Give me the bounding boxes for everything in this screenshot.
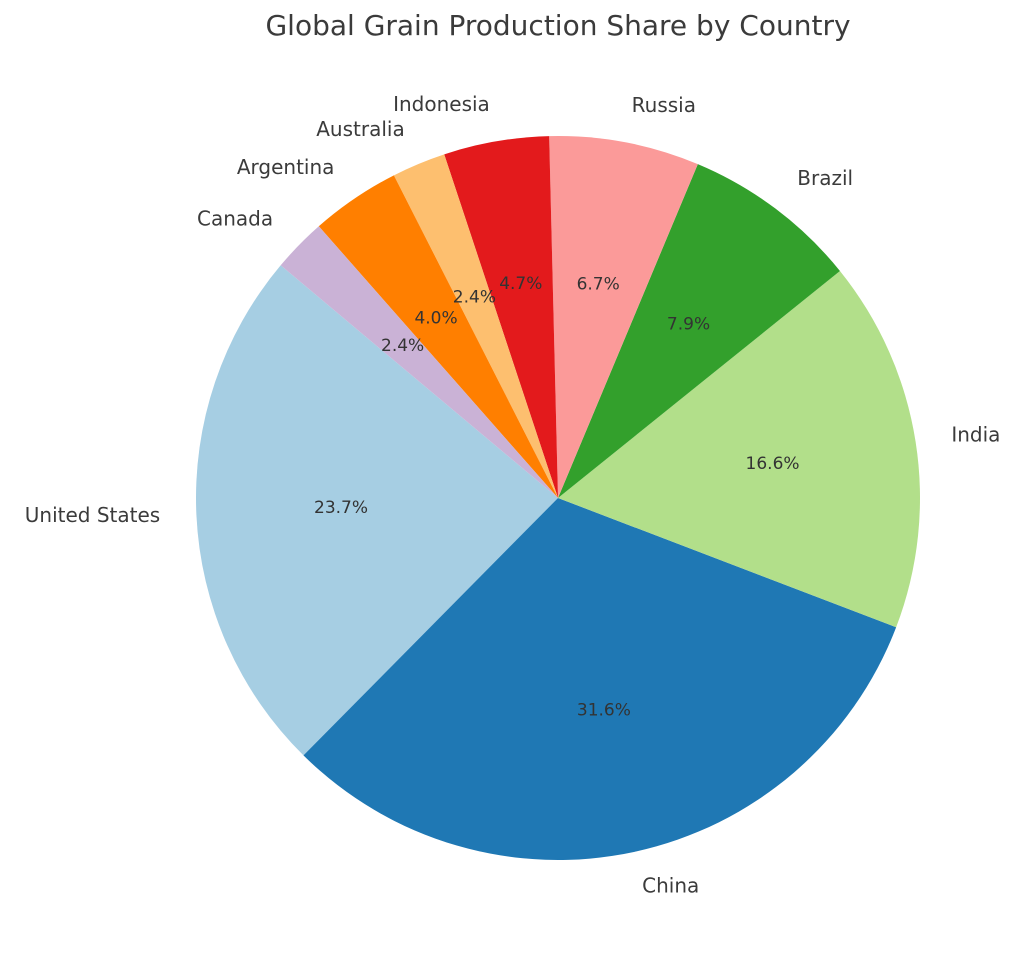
percent-labels: 23.7%31.6%16.6%7.9%6.7%4.7%2.4%4.0%2.4%: [314, 274, 800, 720]
pie-slice-indonesia: [444, 136, 558, 498]
pie-slice-australia: [393, 154, 558, 499]
slice-label-united-states: United States: [25, 503, 160, 527]
percent-label-united-states: 23.7%: [314, 498, 368, 518]
pie-slice-china: [303, 498, 897, 860]
percent-label-australia: 2.4%: [453, 288, 496, 308]
slice-label-indonesia: Indonesia: [393, 92, 490, 116]
pie-slice-brazil: [558, 164, 840, 498]
pie-slice-united-states: [196, 265, 558, 756]
pie-slice-russia: [549, 136, 698, 499]
slice-label-canada: Canada: [197, 206, 273, 230]
percent-label-indonesia: 4.7%: [499, 274, 542, 294]
slice-label-india: India: [951, 422, 1000, 446]
percent-label-india: 16.6%: [746, 454, 800, 474]
pie-slice-india: [558, 270, 920, 628]
slice-label-argentina: Argentina: [237, 155, 335, 179]
slice-label-china: China: [642, 874, 699, 898]
percent-label-argentina: 4.0%: [414, 308, 457, 328]
pie-slice-argentina: [318, 175, 558, 498]
percent-label-russia: 6.7%: [577, 275, 620, 295]
pie-slices: [196, 136, 920, 860]
slice-label-australia: Australia: [316, 117, 404, 141]
slice-label-brazil: Brazil: [797, 166, 853, 190]
percent-label-brazil: 7.9%: [667, 314, 710, 334]
slice-label-russia: Russia: [632, 93, 696, 117]
slice-labels: United States China India Brazil Russia Indon…: [25, 92, 1001, 898]
percent-label-canada: 2.4%: [381, 336, 424, 356]
chart-title: Global Grain Production Share by Country: [265, 9, 850, 42]
percent-label-china: 31.6%: [577, 700, 631, 720]
pie-slice-canada: [280, 226, 558, 498]
